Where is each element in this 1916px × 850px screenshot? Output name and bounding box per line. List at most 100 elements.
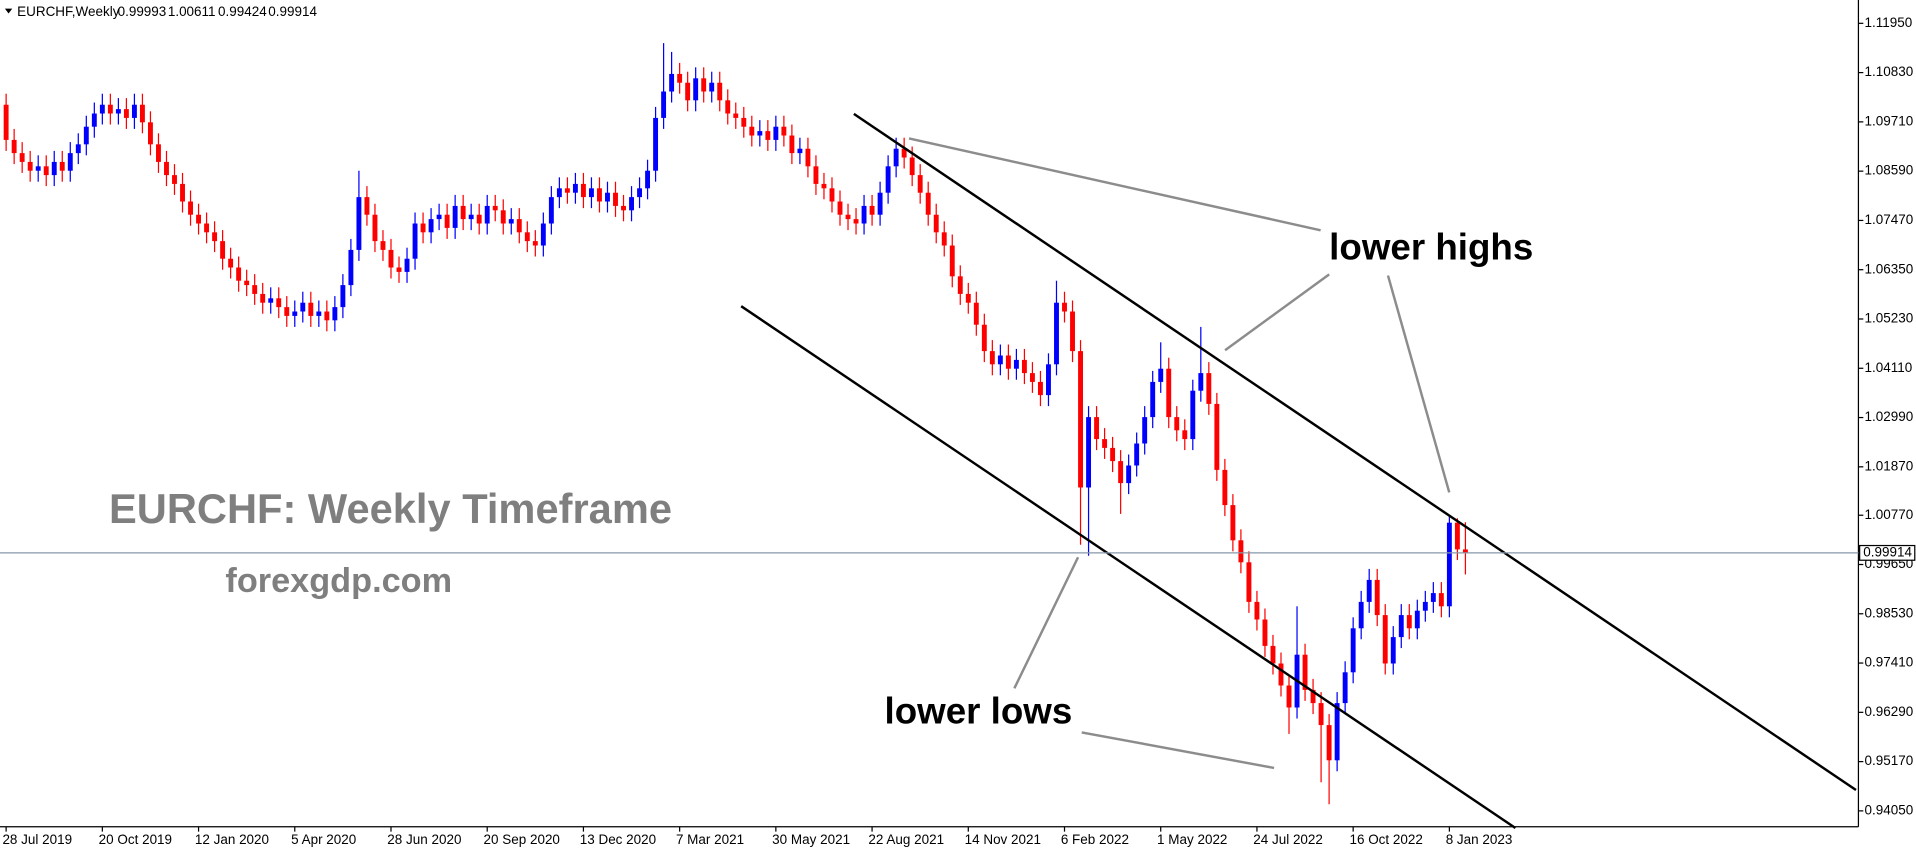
candle-body xyxy=(1462,549,1468,553)
candle-body xyxy=(1374,579,1380,616)
candle-body xyxy=(885,166,891,193)
candle-body xyxy=(1414,610,1420,629)
y-tick-label: 1.06350 xyxy=(1865,261,1914,276)
candle-body xyxy=(1142,417,1148,444)
x-tick-label: 8 Jan 2023 xyxy=(1446,832,1513,847)
candle-body xyxy=(1382,615,1388,664)
y-tick-label: 1.09710 xyxy=(1865,113,1914,128)
chart-title: EURCHF,Weekly xyxy=(17,4,120,19)
candle-body xyxy=(837,201,843,215)
x-tick-label: 12 Jan 2020 xyxy=(195,832,269,847)
candle-body xyxy=(653,117,659,171)
candle-body xyxy=(1342,672,1348,704)
candle-body xyxy=(1134,443,1140,466)
candle-body xyxy=(637,188,643,198)
candle-body xyxy=(605,192,610,202)
candle-body xyxy=(1390,637,1396,664)
y-tick-label: 1.05230 xyxy=(1865,311,1914,326)
candle-body xyxy=(1166,368,1172,418)
candle-body xyxy=(228,258,234,268)
candle-body xyxy=(1278,663,1284,686)
y-tick-label: 1.07470 xyxy=(1865,212,1914,227)
x-tick-label: 14 Nov 2021 xyxy=(965,832,1041,847)
candle-body xyxy=(1182,430,1188,440)
candle-body xyxy=(348,249,354,286)
candle-body xyxy=(1198,373,1204,391)
candle-body xyxy=(661,91,667,118)
candle-body xyxy=(564,188,570,193)
candle-body xyxy=(428,219,434,233)
candle-body xyxy=(444,214,450,228)
candle-body xyxy=(725,100,731,114)
y-tick-label: 1.02990 xyxy=(1865,409,1914,424)
candle-body xyxy=(1246,562,1252,602)
candle-body xyxy=(1350,628,1356,673)
candle-body xyxy=(997,355,1003,365)
pointers xyxy=(908,137,1451,770)
candle-body xyxy=(276,298,282,308)
pointer xyxy=(1013,556,1080,689)
candle-body xyxy=(1302,654,1308,690)
candle-body xyxy=(500,210,506,224)
candle-body xyxy=(1094,417,1100,440)
candle-body xyxy=(476,214,482,224)
candle-body xyxy=(59,161,65,171)
candle-body xyxy=(588,188,594,198)
candle-body xyxy=(244,280,250,286)
y-tick-label: 1.00770 xyxy=(1865,507,1914,522)
candle-body xyxy=(861,205,867,224)
x-tick-label: 5 Apr 2020 xyxy=(291,832,356,847)
candle-body xyxy=(372,214,378,242)
candle-body xyxy=(204,223,210,233)
candle-body xyxy=(1446,522,1452,607)
pointer xyxy=(1386,275,1451,493)
candle-body xyxy=(51,161,57,176)
candle-body xyxy=(172,175,177,184)
y-tick-label: 1.08590 xyxy=(1865,163,1914,178)
header-low: 0.99424 xyxy=(218,4,267,19)
candle-body xyxy=(989,351,995,365)
candle-body xyxy=(805,148,811,167)
candle-body xyxy=(292,311,298,316)
candle-body xyxy=(404,258,410,272)
candle-body xyxy=(332,307,338,321)
candle-body xyxy=(468,214,474,220)
candle-body xyxy=(396,267,402,272)
candle-body xyxy=(1222,469,1228,506)
candle-body xyxy=(1262,619,1268,646)
candle-body xyxy=(35,166,41,171)
candle-body xyxy=(1254,601,1260,620)
candles xyxy=(3,43,1468,805)
candle-body xyxy=(813,166,819,184)
candle-body xyxy=(789,135,795,154)
candle-body xyxy=(1398,615,1404,638)
candle-body xyxy=(308,302,314,316)
candle-body xyxy=(677,73,683,83)
x-tick-label: 28 Jul 2019 xyxy=(2,832,72,847)
candle-body xyxy=(43,166,49,176)
candle-body xyxy=(252,285,258,294)
candle-body xyxy=(1406,615,1412,629)
candle-body xyxy=(436,214,442,220)
y-tick-label: 0.95170 xyxy=(1865,753,1914,768)
candle-body xyxy=(1021,359,1027,374)
candle-body xyxy=(709,82,715,92)
candle-body xyxy=(3,104,9,140)
candle-body xyxy=(957,276,963,294)
candle-body xyxy=(925,192,931,215)
candle-body xyxy=(99,104,105,114)
candle-body xyxy=(621,205,626,211)
candle-body xyxy=(821,183,827,189)
candle-body xyxy=(1310,689,1316,704)
candle-body xyxy=(1046,364,1051,396)
candle-body xyxy=(893,148,899,167)
candle-body xyxy=(645,170,651,189)
header-close: 0.99914 xyxy=(268,4,317,19)
x-tick-label: 30 May 2021 xyxy=(772,832,850,847)
candle-body xyxy=(669,73,675,92)
candle-body xyxy=(1118,461,1124,484)
x-tick-label: 1 May 2022 xyxy=(1157,832,1227,847)
candle-body xyxy=(131,104,137,118)
